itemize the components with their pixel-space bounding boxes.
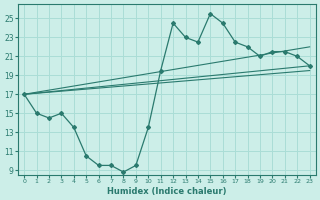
X-axis label: Humidex (Indice chaleur): Humidex (Indice chaleur): [107, 187, 227, 196]
